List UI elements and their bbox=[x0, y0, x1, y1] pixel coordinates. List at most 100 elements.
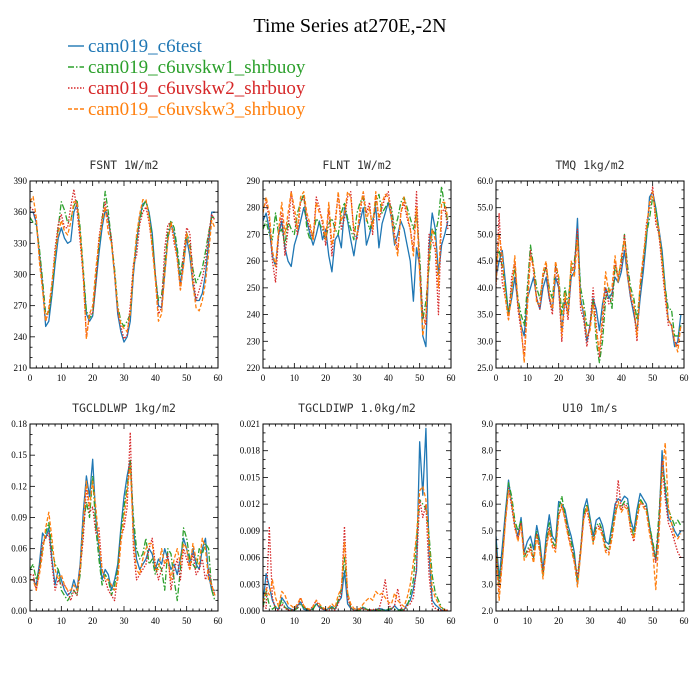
y-tick-label: 0.021 bbox=[240, 419, 260, 429]
y-tick-label: 0.03 bbox=[11, 575, 27, 585]
series-line bbox=[263, 485, 448, 611]
y-tick-label: 0.003 bbox=[240, 579, 261, 589]
x-tick-label: 20 bbox=[321, 616, 331, 626]
x-tick-label: 30 bbox=[120, 373, 130, 383]
x-tick-label: 20 bbox=[554, 616, 564, 626]
panel-title: TGCLDLWP 1kg/m2 bbox=[72, 401, 176, 415]
y-tick-label: 280 bbox=[247, 203, 261, 213]
y-tick-label: 45.0 bbox=[477, 256, 493, 266]
figure-title: Time Series at270E,-2N bbox=[253, 15, 446, 37]
legend-label: cam019_c6test bbox=[88, 36, 203, 57]
series-line bbox=[30, 188, 216, 340]
y-tick-label: 8.0 bbox=[482, 446, 494, 456]
y-tick-label: 0.000 bbox=[240, 606, 261, 616]
x-tick-label: 10 bbox=[57, 616, 67, 626]
chart-panel: U10 1m/s 0 10 20 30 40 50 60 2.0 3.0 4.0 5.0 6.0 7.0 8… bbox=[482, 401, 689, 626]
y-tick-label: 250 bbox=[247, 283, 261, 293]
legend-entry: cam019_c6uvskw2_shrbuoy bbox=[68, 78, 306, 99]
series-line bbox=[263, 499, 448, 611]
y-tick-label: 240 bbox=[247, 310, 261, 320]
legend-entry: cam019_c6uvskw1_shrbuoy bbox=[68, 57, 306, 78]
y-tick-label: 0.18 bbox=[11, 419, 27, 429]
series-line bbox=[496, 450, 682, 585]
y-tick-label: 9.0 bbox=[482, 419, 494, 429]
series-line bbox=[30, 459, 216, 602]
series-line bbox=[496, 466, 682, 585]
y-tick-label: 35.0 bbox=[477, 310, 493, 320]
x-tick-label: 30 bbox=[586, 373, 596, 383]
y-tick-label: 270 bbox=[14, 301, 28, 311]
y-tick-label: 0.018 bbox=[240, 446, 261, 456]
y-tick-label: 290 bbox=[247, 176, 261, 186]
x-tick-label: 60 bbox=[447, 616, 457, 626]
y-tick-label: 50.0 bbox=[477, 229, 493, 239]
x-tick-label: 0 bbox=[261, 373, 266, 383]
plot-frame bbox=[262, 180, 452, 369]
y-tick-label: 7.0 bbox=[482, 472, 494, 482]
x-tick-label: 0 bbox=[28, 616, 33, 626]
y-tick-label: 360 bbox=[14, 207, 28, 217]
y-tick-label: 330 bbox=[14, 238, 28, 248]
y-tick-label: 3.0 bbox=[482, 579, 494, 589]
y-tick-label: 220 bbox=[247, 363, 261, 373]
series-line bbox=[496, 460, 682, 591]
y-tick-label: 40.0 bbox=[477, 283, 493, 293]
series-group bbox=[30, 188, 216, 343]
series-group bbox=[263, 427, 448, 611]
series-line bbox=[263, 201, 449, 348]
y-tick-label: 0.09 bbox=[11, 513, 27, 523]
x-tick-label: 40 bbox=[617, 373, 627, 383]
x-tick-label: 30 bbox=[353, 616, 363, 626]
x-tick-label: 60 bbox=[214, 373, 224, 383]
y-tick-label: 0.012 bbox=[240, 499, 260, 509]
x-tick-label: 0 bbox=[261, 616, 266, 626]
legend-label: cam019_c6uvskw3_shrbuoy bbox=[88, 99, 306, 120]
x-tick-label: 30 bbox=[586, 616, 596, 626]
x-tick-label: 50 bbox=[648, 616, 658, 626]
y-tick-label: 0.15 bbox=[11, 450, 27, 460]
series-line bbox=[30, 190, 215, 328]
y-tick-label: 30.0 bbox=[477, 336, 493, 346]
panel-title: FLNT 1W/m2 bbox=[322, 158, 391, 172]
y-tick-label: 210 bbox=[14, 363, 28, 373]
x-tick-label: 10 bbox=[290, 616, 300, 626]
y-tick-label: 6.0 bbox=[482, 499, 494, 509]
x-tick-label: 50 bbox=[648, 373, 658, 383]
x-tick-label: 30 bbox=[353, 373, 363, 383]
legend-label: cam019_c6uvskw1_shrbuoy bbox=[88, 57, 306, 78]
legend: cam019_c6testcam019_c6uvskw1_shrbuoycam0… bbox=[68, 36, 306, 120]
x-tick-label: 10 bbox=[57, 373, 67, 383]
y-tick-label: 0.06 bbox=[11, 544, 27, 554]
x-tick-label: 40 bbox=[384, 616, 394, 626]
series-group bbox=[30, 431, 216, 602]
series-line bbox=[263, 191, 449, 337]
x-tick-label: 40 bbox=[151, 373, 161, 383]
x-tick-label: 40 bbox=[617, 616, 627, 626]
x-tick-label: 40 bbox=[384, 373, 394, 383]
legend-label: cam019_c6uvskw2_shrbuoy bbox=[88, 78, 306, 99]
x-tick-label: 20 bbox=[88, 616, 98, 626]
panel-title: FSNT 1W/m2 bbox=[89, 158, 158, 172]
series-line bbox=[263, 427, 448, 611]
x-tick-label: 10 bbox=[290, 373, 300, 383]
series-group bbox=[263, 185, 449, 348]
panel-title: TMQ 1kg/m2 bbox=[555, 158, 624, 172]
legend-entry: cam019_c6uvskw3_shrbuoy bbox=[68, 99, 306, 120]
chart-panel: TMQ 1kg/m2 0 10 20 30 40 50 60 25.0 30.0 35.0 40.0 4… bbox=[477, 158, 689, 383]
panel-title: TGCLDIWP 1.0kg/m2 bbox=[298, 401, 416, 415]
x-tick-label: 60 bbox=[214, 616, 224, 626]
y-tick-label: 60.0 bbox=[477, 176, 493, 186]
y-tick-label: 25.0 bbox=[477, 363, 493, 373]
x-tick-label: 20 bbox=[554, 373, 564, 383]
series-line bbox=[30, 458, 215, 597]
series-line bbox=[496, 442, 682, 601]
y-tick-label: 240 bbox=[14, 332, 28, 342]
y-tick-label: 270 bbox=[247, 229, 261, 239]
y-tick-label: 300 bbox=[14, 270, 28, 280]
x-tick-label: 60 bbox=[447, 373, 457, 383]
chart-panel: FLNT 1W/m2 0 10 20 30 40 50 60 220 230 240 250 260 27… bbox=[247, 158, 457, 383]
series-line bbox=[30, 464, 216, 596]
series-line bbox=[263, 499, 448, 611]
y-tick-label: 55.0 bbox=[477, 203, 493, 213]
